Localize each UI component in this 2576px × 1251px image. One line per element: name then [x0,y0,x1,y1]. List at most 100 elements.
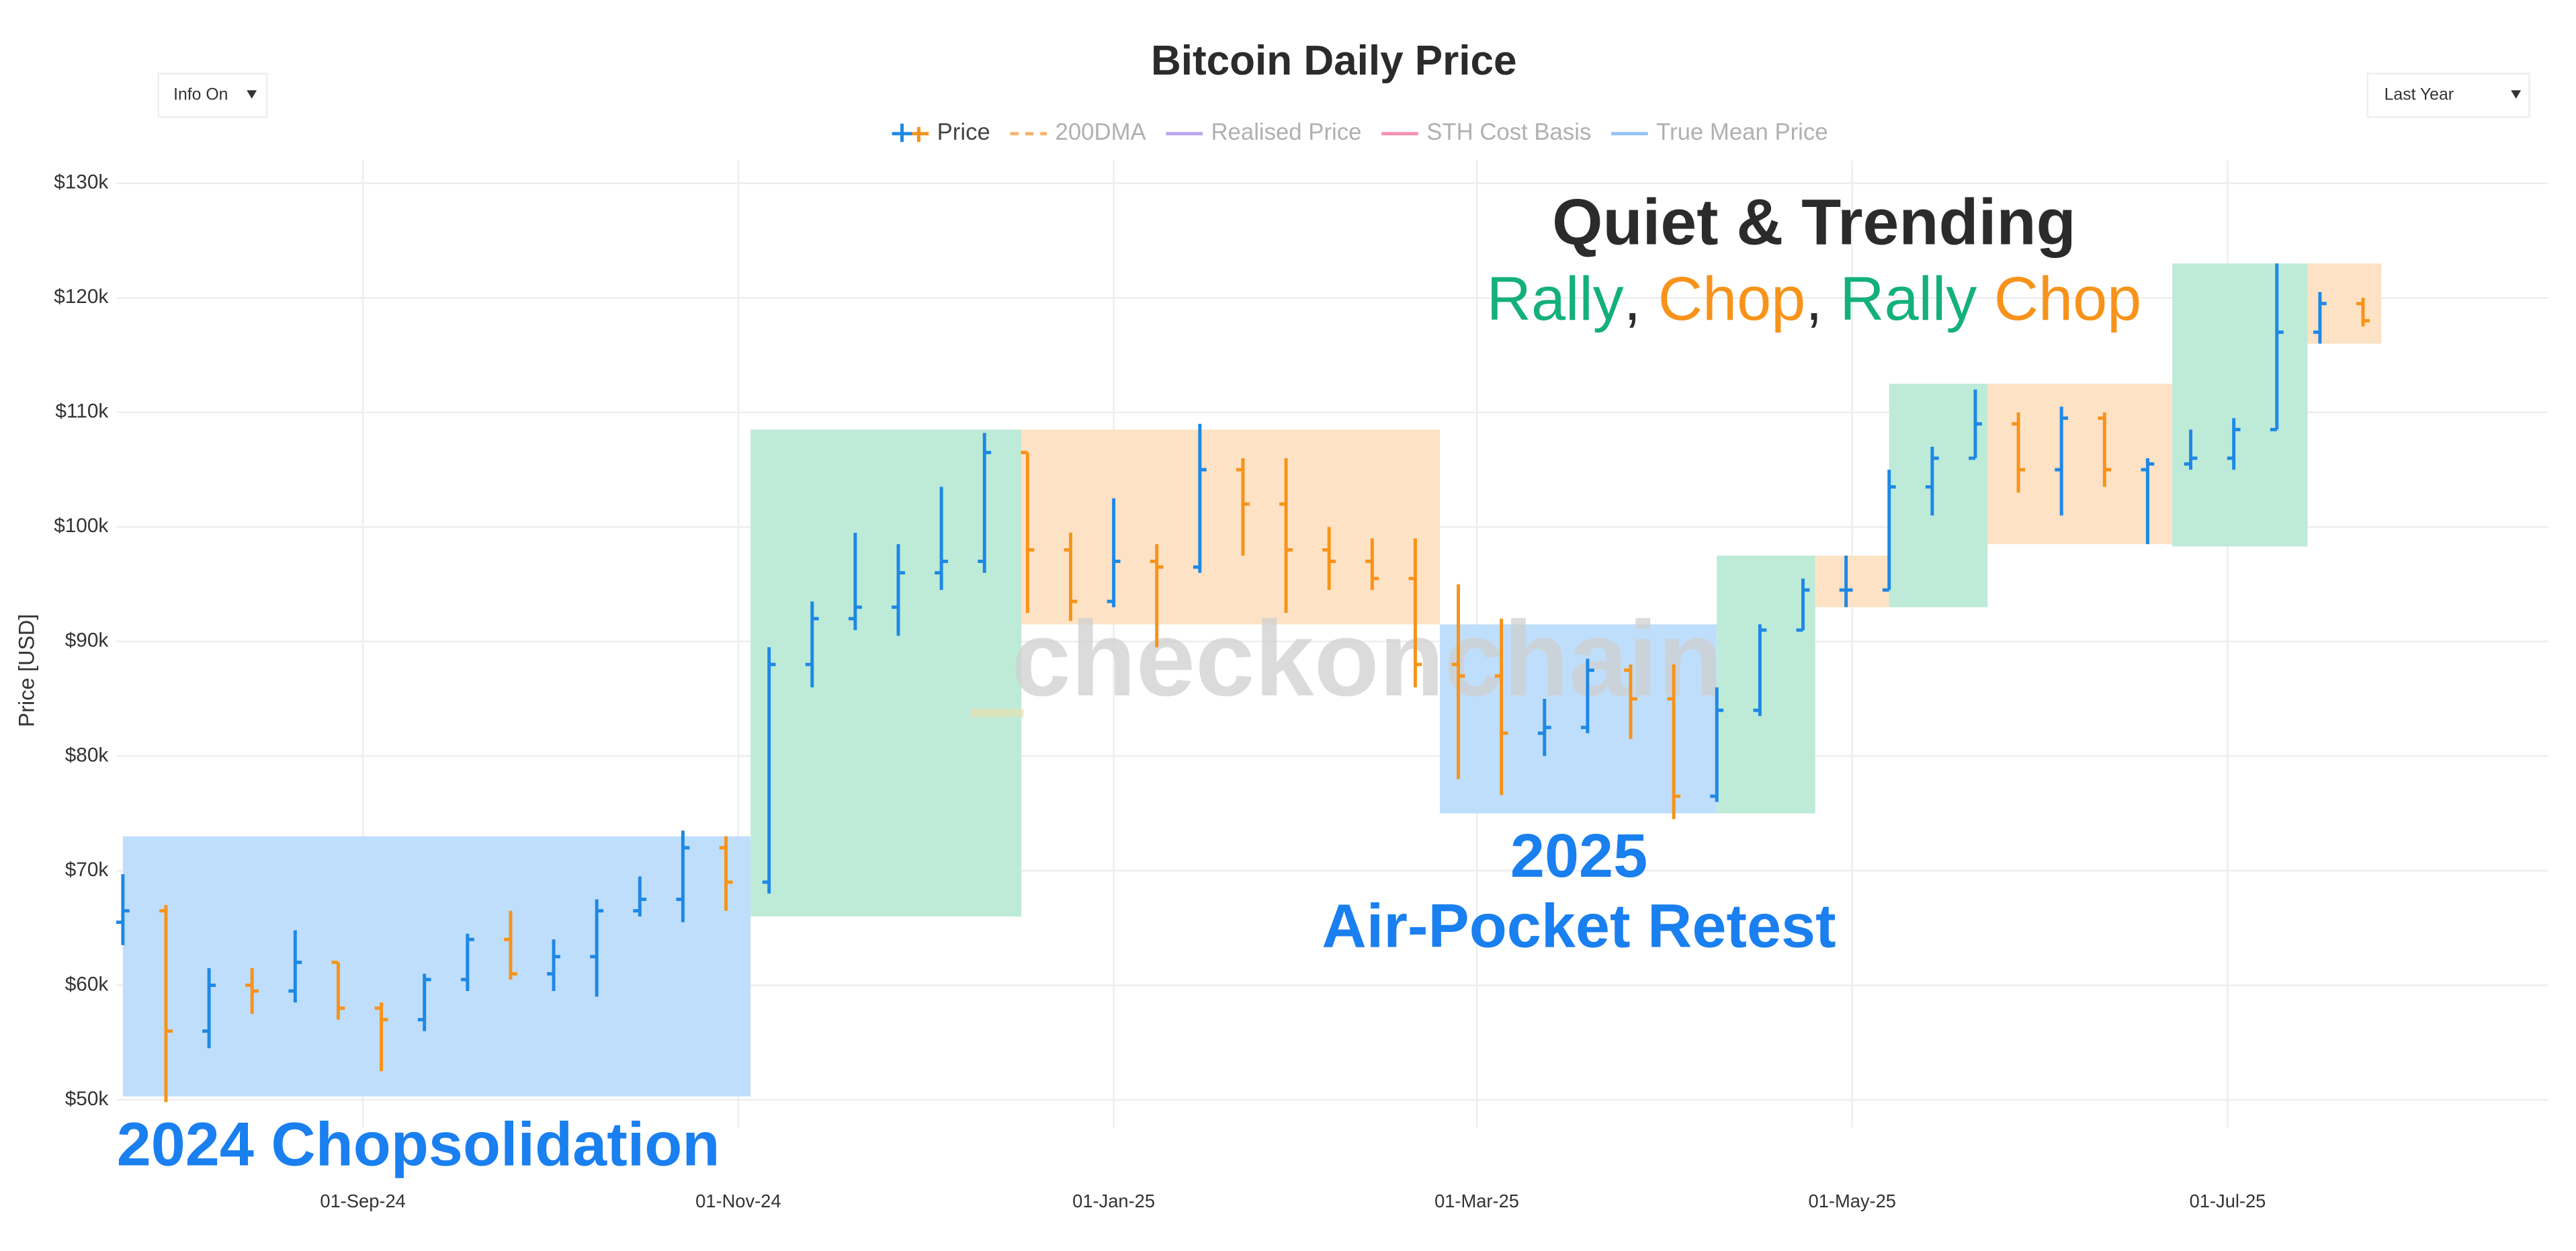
chart-title: Bitcoin Daily Price [1151,38,1517,84]
y-tick-label: $130k [54,171,108,193]
region [1021,429,1441,625]
ohlc-bar [202,967,216,1049]
ohlc-bar [460,933,474,992]
legend-label[interactable]: Price [937,120,990,145]
watermark: checkonchain [1011,599,1723,718]
x-tick-label: 01-Sep-24 [320,1191,405,1211]
ohlc-bar [848,532,862,630]
phase-word: , [1805,265,1840,333]
dropdown-box[interactable] [157,73,268,118]
ohlc-bar [1667,664,1681,820]
region [1815,555,1889,607]
region [122,836,751,1096]
x-tick-label: 01-Nov-24 [695,1191,781,1211]
ohlc-bar [1537,699,1551,757]
ohlc-bar [1193,423,1207,573]
legend-item[interactable]: STH Cost Basis [1381,120,1591,145]
ohlc-bar [1796,578,1810,632]
ohlc-bar [676,830,690,922]
ohlc-bar [2098,412,2112,487]
ohlc-bar [1408,538,1422,688]
annotation: Quiet & Trending [1552,185,2076,258]
x-tick-label: 01-Mar-25 [1434,1191,1519,1211]
dropdown-right[interactable]: Last Year [2366,73,2530,118]
ohlc-bar [331,960,345,1020]
dropdown-label[interactable]: Info On [173,85,228,103]
y-tick-label: $60k [65,973,109,995]
ohlc-bar [2356,298,2370,327]
y-axis-label: Price [USD] [15,614,39,727]
x-tick-label: 01-Jan-25 [1072,1191,1155,1211]
ohlc-bar [590,899,604,997]
region [1717,555,1815,814]
ohlc-bar [978,433,992,573]
annotation-phases: Rally, Chop, Rally Chop [1487,265,2142,333]
dropdown-box[interactable] [2366,73,2530,118]
ohlc-bar [2055,406,2069,516]
legend-item[interactable]: True Mean Price [1611,120,1828,145]
ohlc-bar [417,974,431,1031]
ohlc-bar [1365,538,1379,591]
y-tick-label: $90k [65,630,109,652]
bar-layer [116,263,2370,1103]
ohlc-bar [892,544,905,636]
y-tick-label: $50k [65,1088,109,1110]
ohlc-bar [2184,429,2198,470]
ohlc-bar [2270,263,2284,431]
ohlc-bar [1021,451,1035,613]
ohlc-bar [1839,555,1853,607]
region [750,429,1022,917]
ohlc-bar [159,905,173,1103]
ohlc-bar [1064,532,1078,621]
ohlc-bar [935,486,949,591]
legend-item[interactable]: Price [892,120,990,145]
ohlc-bar [504,910,517,980]
label-layer: $50k $60k $70k $80k $90k $100k $110k $120k $130k… [54,171,2266,1211]
ohlc-bar [633,876,647,917]
y-tick-label: $100k [54,515,108,537]
legend-label[interactable]: STH Cost Basis [1426,120,1591,145]
annotation: 2024 Chopsolidation [117,1110,720,1178]
ohlc-bar [1580,658,1594,734]
annotation: Air-Pocket Retest [1322,892,1836,960]
ohlc-bar [1451,584,1465,779]
phase-word: Chop [1658,265,1805,333]
region [1987,384,2173,544]
ohlc-bar [1322,527,1336,591]
legend-item[interactable]: 200DMA [1010,120,1147,145]
legend-item[interactable]: Realised Price [1166,120,1361,145]
legend-label[interactable]: 200DMA [1056,120,1147,145]
ohlc-bar [2141,458,2155,544]
legend-label[interactable]: Realised Price [1211,120,1361,145]
ohlc-bar [2012,412,2026,493]
region-layer [122,263,2382,1096]
ohlc-bar [374,1002,388,1072]
watermark-logo [970,709,1024,718]
y-tick-label: $110k [55,400,108,423]
ohlc-bar [1882,470,1896,592]
ohlc-bar [1107,498,1121,607]
ohlc-bar [1624,664,1637,739]
ohlc-bar [719,836,733,911]
dropdown-left[interactable]: Info On [157,73,268,118]
legend-label[interactable]: True Mean Price [1656,120,1828,145]
ohlc-bar [2313,292,2327,344]
ohlc-bar [805,601,819,688]
phase-word: Rally [1840,265,1977,333]
ohlc-bar [1710,687,1724,802]
region [2172,263,2308,547]
ohlc-bar [762,647,776,894]
ohlc-bar [2227,418,2241,470]
dropdown-arrow [2511,90,2522,99]
annotation: 2025 [1510,822,1647,890]
phase-word [1977,265,1994,333]
region [1440,624,1717,814]
dropdown-arrow [247,90,257,99]
phase-word: Rally [1487,265,1624,333]
phase-word: Chop [1994,265,2141,333]
dropdown-label[interactable]: Last Year [2385,85,2454,103]
ohlc-bar [116,874,130,945]
region [1889,384,1988,607]
